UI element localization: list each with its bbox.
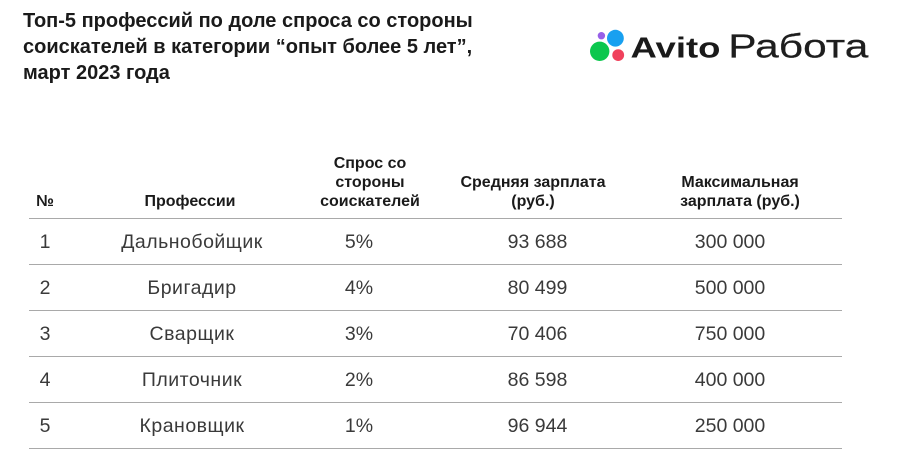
- svg-text:Avito: Avito: [631, 32, 721, 64]
- svg-text:Работа: Работа: [728, 29, 868, 66]
